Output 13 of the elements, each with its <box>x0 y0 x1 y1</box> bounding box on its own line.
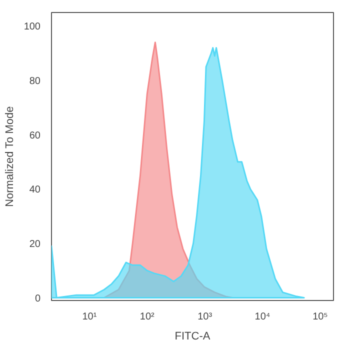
x-tick-label: 10³ <box>198 312 213 322</box>
y-axis-title: Normalized To Mode <box>4 106 16 207</box>
x-axis-title: FITC-A <box>174 330 211 342</box>
x-tick-label: 10¹ <box>82 312 98 322</box>
y-tick-label: 100 <box>24 22 41 33</box>
y-tick-label: 40 <box>29 184 41 196</box>
y-tick-label: 60 <box>29 130 41 142</box>
x-tick-label: 10⁵ <box>312 312 328 322</box>
x-tick-label: 10² <box>140 312 156 322</box>
x-tick-label: 10⁴ <box>254 312 270 322</box>
y-tick-label: 80 <box>29 76 41 87</box>
y-tick-label: 20 <box>29 238 41 250</box>
y-tick-label: 0 <box>34 293 41 304</box>
